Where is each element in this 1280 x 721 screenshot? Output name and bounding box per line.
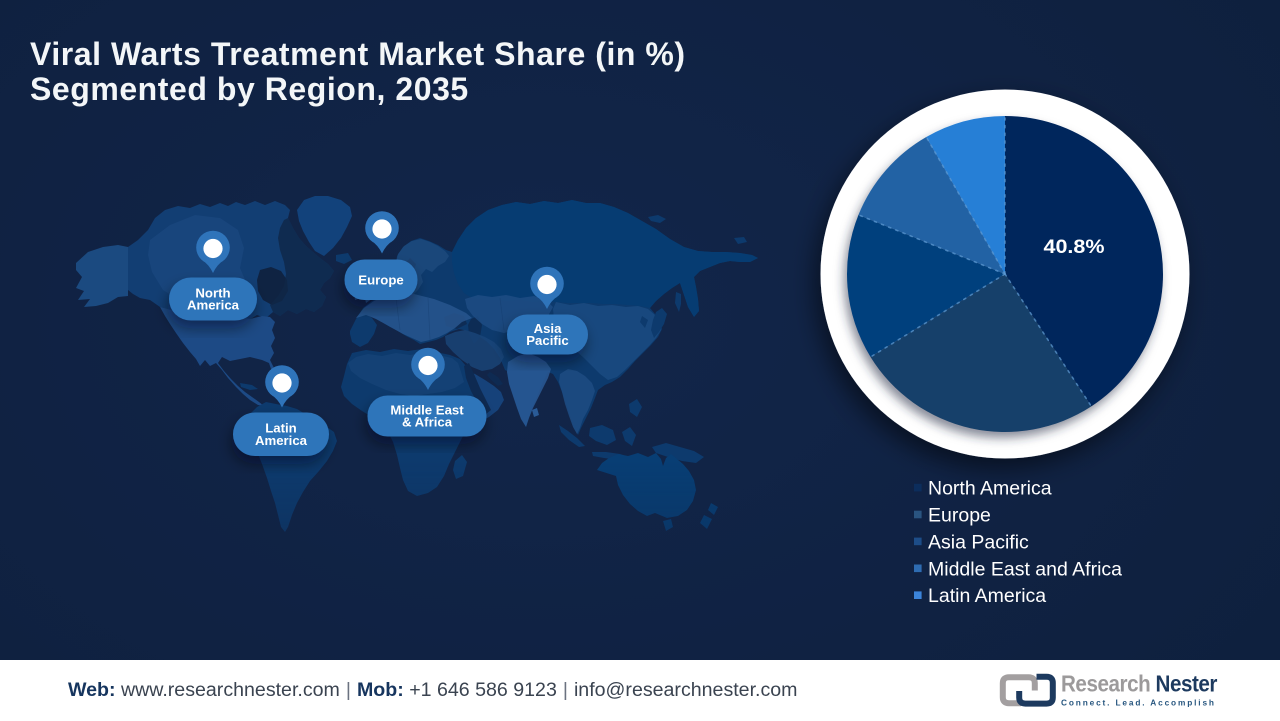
svg-text:& Africa: & Africa xyxy=(402,415,453,430)
svg-text:North America: North America xyxy=(928,478,1052,500)
svg-text:40.8%: 40.8% xyxy=(1044,236,1105,258)
svg-text:Asia: Asia xyxy=(534,321,563,336)
svg-text:Connect. Lead. Accomplish: Connect. Lead. Accomplish xyxy=(1061,698,1214,708)
svg-text:Pacific: Pacific xyxy=(526,333,569,348)
svg-text:Latin: Latin xyxy=(265,421,297,436)
svg-text:America: America xyxy=(187,298,240,313)
svg-text:Europe: Europe xyxy=(928,505,991,527)
svg-text:America: America xyxy=(255,433,308,448)
svg-text:Research Nester: Research Nester xyxy=(1061,671,1217,697)
svg-text:Middle East: Middle East xyxy=(390,402,464,417)
svg-text:Asia Pacific: Asia Pacific xyxy=(928,531,1029,553)
svg-text:North: North xyxy=(195,285,230,300)
svg-text:Europe: Europe xyxy=(358,272,403,287)
svg-text:Latin America: Latin America xyxy=(928,585,1046,607)
svg-text:Middle East and Africa: Middle East and Africa xyxy=(928,558,1122,580)
